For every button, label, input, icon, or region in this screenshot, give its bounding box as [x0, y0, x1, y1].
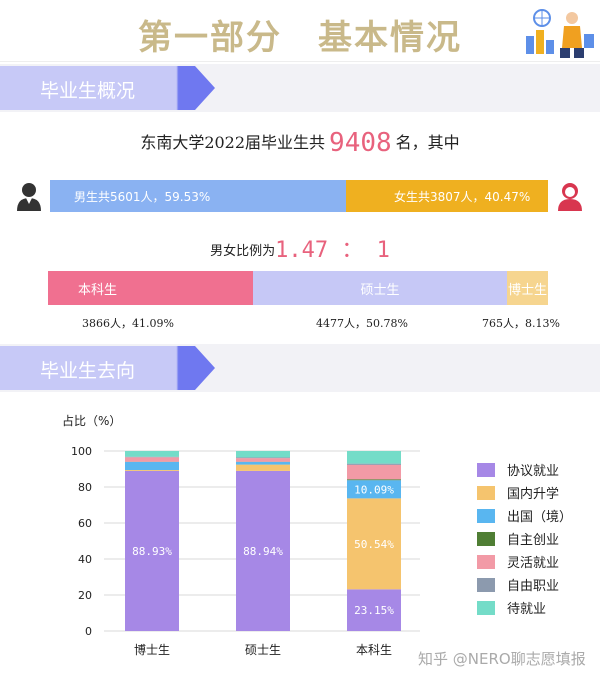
legend-item: 出国（境）	[477, 506, 572, 525]
legend-swatch	[477, 577, 495, 592]
legend-swatch	[477, 600, 495, 615]
destination-chart: 占比（%） 0 20 40 60 80 100 博士生 硕士生 本科生 88.93% 88.94% 23…	[0, 400, 600, 683]
degree-segment-label: 博士生	[507, 282, 547, 298]
y-tick-label: 100	[71, 445, 92, 458]
bar-segment	[236, 464, 290, 471]
legend-label: 国内升学	[507, 487, 560, 502]
legend-label: 出国（境）	[507, 510, 573, 525]
legend-item: 自主创业	[477, 529, 559, 548]
gender-ratio: 男女比例为1.47 ： 1	[0, 232, 600, 264]
y-tick-label: 20	[78, 589, 92, 602]
legend-label: 自由职业	[507, 579, 560, 594]
bar-segment	[347, 479, 401, 481]
y-tick-label: 0	[85, 625, 92, 638]
degree-distribution-bar: 本科生 硕士生 博士生	[48, 271, 548, 305]
degree-segment-label: 本科生	[78, 282, 118, 298]
degree-segment-label: 硕士生	[360, 282, 400, 298]
degree-stat-label: 765人，8.13%	[482, 317, 560, 330]
page-header: 第一部分 基本情况	[0, 0, 600, 62]
data-label: 50.54%	[354, 538, 394, 551]
bar-segment	[347, 498, 401, 590]
bar-segment	[125, 470, 179, 631]
summary-suffix: 名，其中	[395, 133, 460, 152]
bar-segment	[236, 461, 290, 465]
legend-swatch	[477, 531, 495, 546]
y-tick-label: 60	[78, 517, 92, 530]
legend-item: 国内升学	[477, 483, 559, 502]
data-label: 23.15%	[354, 604, 394, 617]
degree-stat-label: 4477人，50.78%	[316, 317, 408, 330]
bar-segment	[125, 456, 179, 458]
section-tag-shape	[0, 66, 215, 110]
legend-swatch	[477, 462, 495, 477]
degree-stat-label: 3866人，41.09%	[82, 317, 174, 330]
legend-label: 协议就业	[507, 464, 560, 479]
destination-section-label: 毕业生去向	[40, 360, 136, 382]
data-label: 88.93%	[132, 545, 172, 558]
data-label: 10.09%	[354, 483, 394, 496]
bar-segment	[125, 451, 179, 457]
y-tick-label: 40	[78, 553, 92, 566]
legend-label: 待就业	[507, 602, 547, 617]
degree-segment: 本科生	[48, 271, 253, 305]
x-tick-label: 博士生	[134, 642, 170, 657]
summary-total: 9408	[329, 128, 392, 158]
bar-segment	[236, 457, 290, 459]
graduate-summary: 东南大学2022届毕业生共 9408 名，其中	[0, 128, 600, 158]
ratio-prefix: 男女比例为	[210, 244, 276, 259]
x-tick-label: 本科生	[356, 643, 392, 657]
bar-segment	[347, 480, 401, 499]
bar-segment	[125, 457, 179, 462]
business-illustration-icon	[526, 9, 594, 58]
male-person-icon	[17, 183, 41, 211]
bar-segment	[347, 589, 401, 631]
male-segment: 男生共5601人，59.53%	[50, 180, 346, 212]
legend-swatch	[477, 554, 495, 569]
section-tag-shape	[0, 346, 215, 390]
legend-swatch	[477, 508, 495, 523]
bar-segment	[347, 464, 401, 480]
bar-segment	[347, 451, 401, 464]
bar-segment	[236, 458, 290, 462]
female-person-icon	[558, 183, 582, 211]
legend-item: 灵活就业	[477, 552, 559, 571]
y-axis-label: 占比（%）	[62, 413, 121, 428]
legend-item: 待就业	[477, 598, 546, 617]
ratio-value: 1.47 ： 1	[275, 238, 390, 263]
bar-segment	[236, 470, 290, 631]
bar-segment	[125, 461, 179, 471]
degree-segment: 硕士生	[253, 271, 507, 305]
legend-item: 协议就业	[477, 460, 559, 479]
female-label: 女生共3807人，40.47%	[394, 189, 531, 204]
legend-label: 自主创业	[507, 533, 560, 548]
page-title: 第一部分 基本情况	[138, 18, 462, 58]
bar-segment	[347, 463, 401, 465]
destination-stacked-bar-chart: 占比（%） 0 20 40 60 80 100 博士生 硕士生 本科生 88.93% 88.94% 23…	[62, 413, 420, 657]
bar-segment	[125, 470, 179, 471]
gender-distribution-bar: 男生共5601人，59.53% 女生共3807人，40.47%	[50, 180, 548, 212]
degree-segment: 博士生	[507, 271, 548, 305]
overview-section-label: 毕业生概况	[40, 80, 136, 102]
y-tick-label: 80	[78, 481, 92, 494]
male-label: 男生共5601人，59.53%	[74, 189, 211, 204]
legend-item: 自由职业	[477, 575, 559, 594]
destination-section-header: 毕业生去向	[0, 344, 600, 392]
overview-section-header: 毕业生概况	[0, 64, 600, 112]
x-tick-label: 硕士生	[245, 643, 281, 657]
legend-label: 灵活就业	[507, 556, 560, 571]
legend-swatch	[477, 485, 495, 500]
bar-segment	[236, 451, 290, 458]
summary-prefix: 东南大学2022届毕业生共	[140, 133, 326, 152]
female-segment: 女生共3807人，40.47%	[346, 180, 548, 212]
data-label: 88.94%	[243, 545, 283, 558]
watermark-text: 知乎 @NERO聊志愿填报	[418, 650, 586, 668]
